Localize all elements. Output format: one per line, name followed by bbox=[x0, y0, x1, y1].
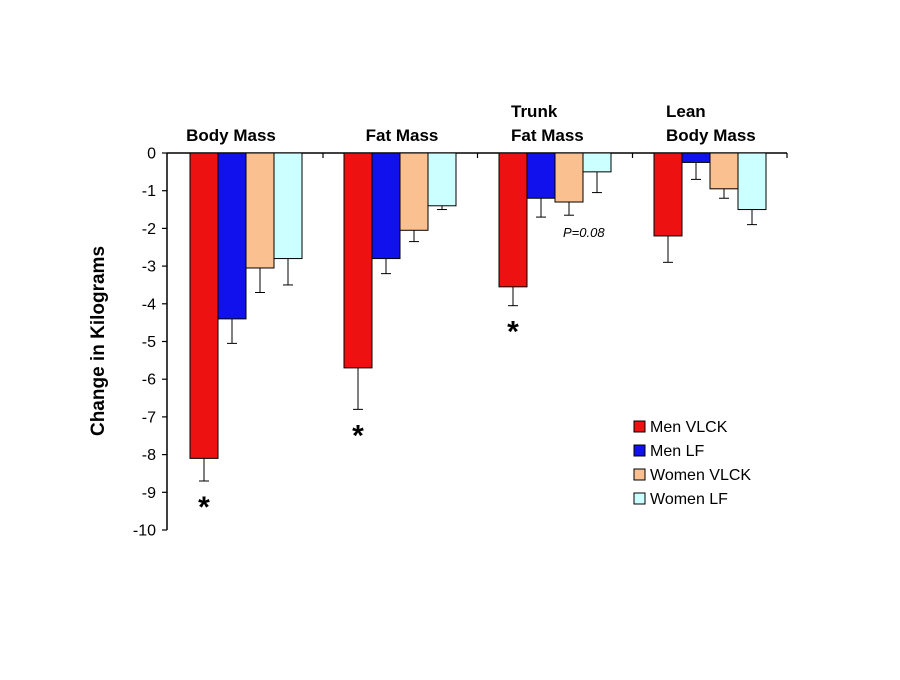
legend-label: Men VLCK bbox=[650, 419, 728, 436]
bar bbox=[399, 152, 429, 231]
category-label: Trunk bbox=[511, 102, 558, 121]
category-labels: Body Mass Fat Mass Trunk Fat Mass Lean Body M… bbox=[186, 102, 756, 145]
bar bbox=[245, 152, 275, 269]
y-tick-label: -4 bbox=[142, 296, 156, 313]
bar bbox=[709, 152, 739, 190]
category-label: Lean bbox=[666, 102, 706, 121]
y-tick-label: -3 bbox=[142, 259, 156, 276]
bar bbox=[737, 152, 767, 211]
error-bars bbox=[199, 162, 757, 482]
y-tick-label: -9 bbox=[142, 485, 156, 502]
significance-star: * bbox=[352, 419, 364, 452]
category-label: Body Mass bbox=[666, 126, 756, 145]
legend-label: Women VLCK bbox=[650, 467, 751, 484]
bar bbox=[189, 152, 219, 459]
legend-swatch bbox=[633, 420, 646, 433]
bar bbox=[371, 152, 401, 260]
y-tick-label: -8 bbox=[142, 447, 156, 464]
bar bbox=[273, 152, 303, 260]
y-tick-label: -7 bbox=[142, 409, 156, 426]
legend-label: Women LF bbox=[650, 491, 728, 508]
bar bbox=[217, 152, 247, 320]
bars bbox=[189, 152, 767, 459]
bar bbox=[427, 152, 457, 207]
y-tick-label: -5 bbox=[142, 334, 156, 351]
p-value-annotation: P=0.08 bbox=[563, 225, 605, 240]
significance-star: * bbox=[507, 316, 519, 349]
y-tick-label: -2 bbox=[142, 221, 156, 238]
bar bbox=[498, 152, 528, 288]
y-tick-label: 0 bbox=[147, 146, 156, 163]
legend-swatch bbox=[633, 468, 646, 481]
y-tick-label: -10 bbox=[133, 523, 156, 540]
bar bbox=[526, 152, 556, 199]
category-label: Body Mass bbox=[186, 126, 276, 145]
legend-swatch bbox=[633, 444, 646, 457]
y-tick-label: -6 bbox=[142, 372, 156, 389]
legend-swatch bbox=[633, 492, 646, 505]
y-axis-label: Change in Kilograms bbox=[88, 246, 109, 436]
significance-marks: * * * P=0.08 bbox=[198, 225, 605, 524]
y-tick-label: -1 bbox=[142, 183, 156, 200]
bar bbox=[582, 152, 612, 173]
bar bbox=[554, 152, 584, 203]
legend: Men VLCK Men LF Women VLCK Women LF bbox=[633, 419, 751, 508]
bar bbox=[653, 152, 683, 237]
bar bbox=[681, 152, 711, 163]
legend-label: Men LF bbox=[650, 443, 704, 460]
bar bbox=[343, 152, 373, 369]
category-label: Fat Mass bbox=[366, 126, 439, 145]
significance-star: * bbox=[198, 491, 210, 524]
category-label: Fat Mass bbox=[511, 126, 584, 145]
